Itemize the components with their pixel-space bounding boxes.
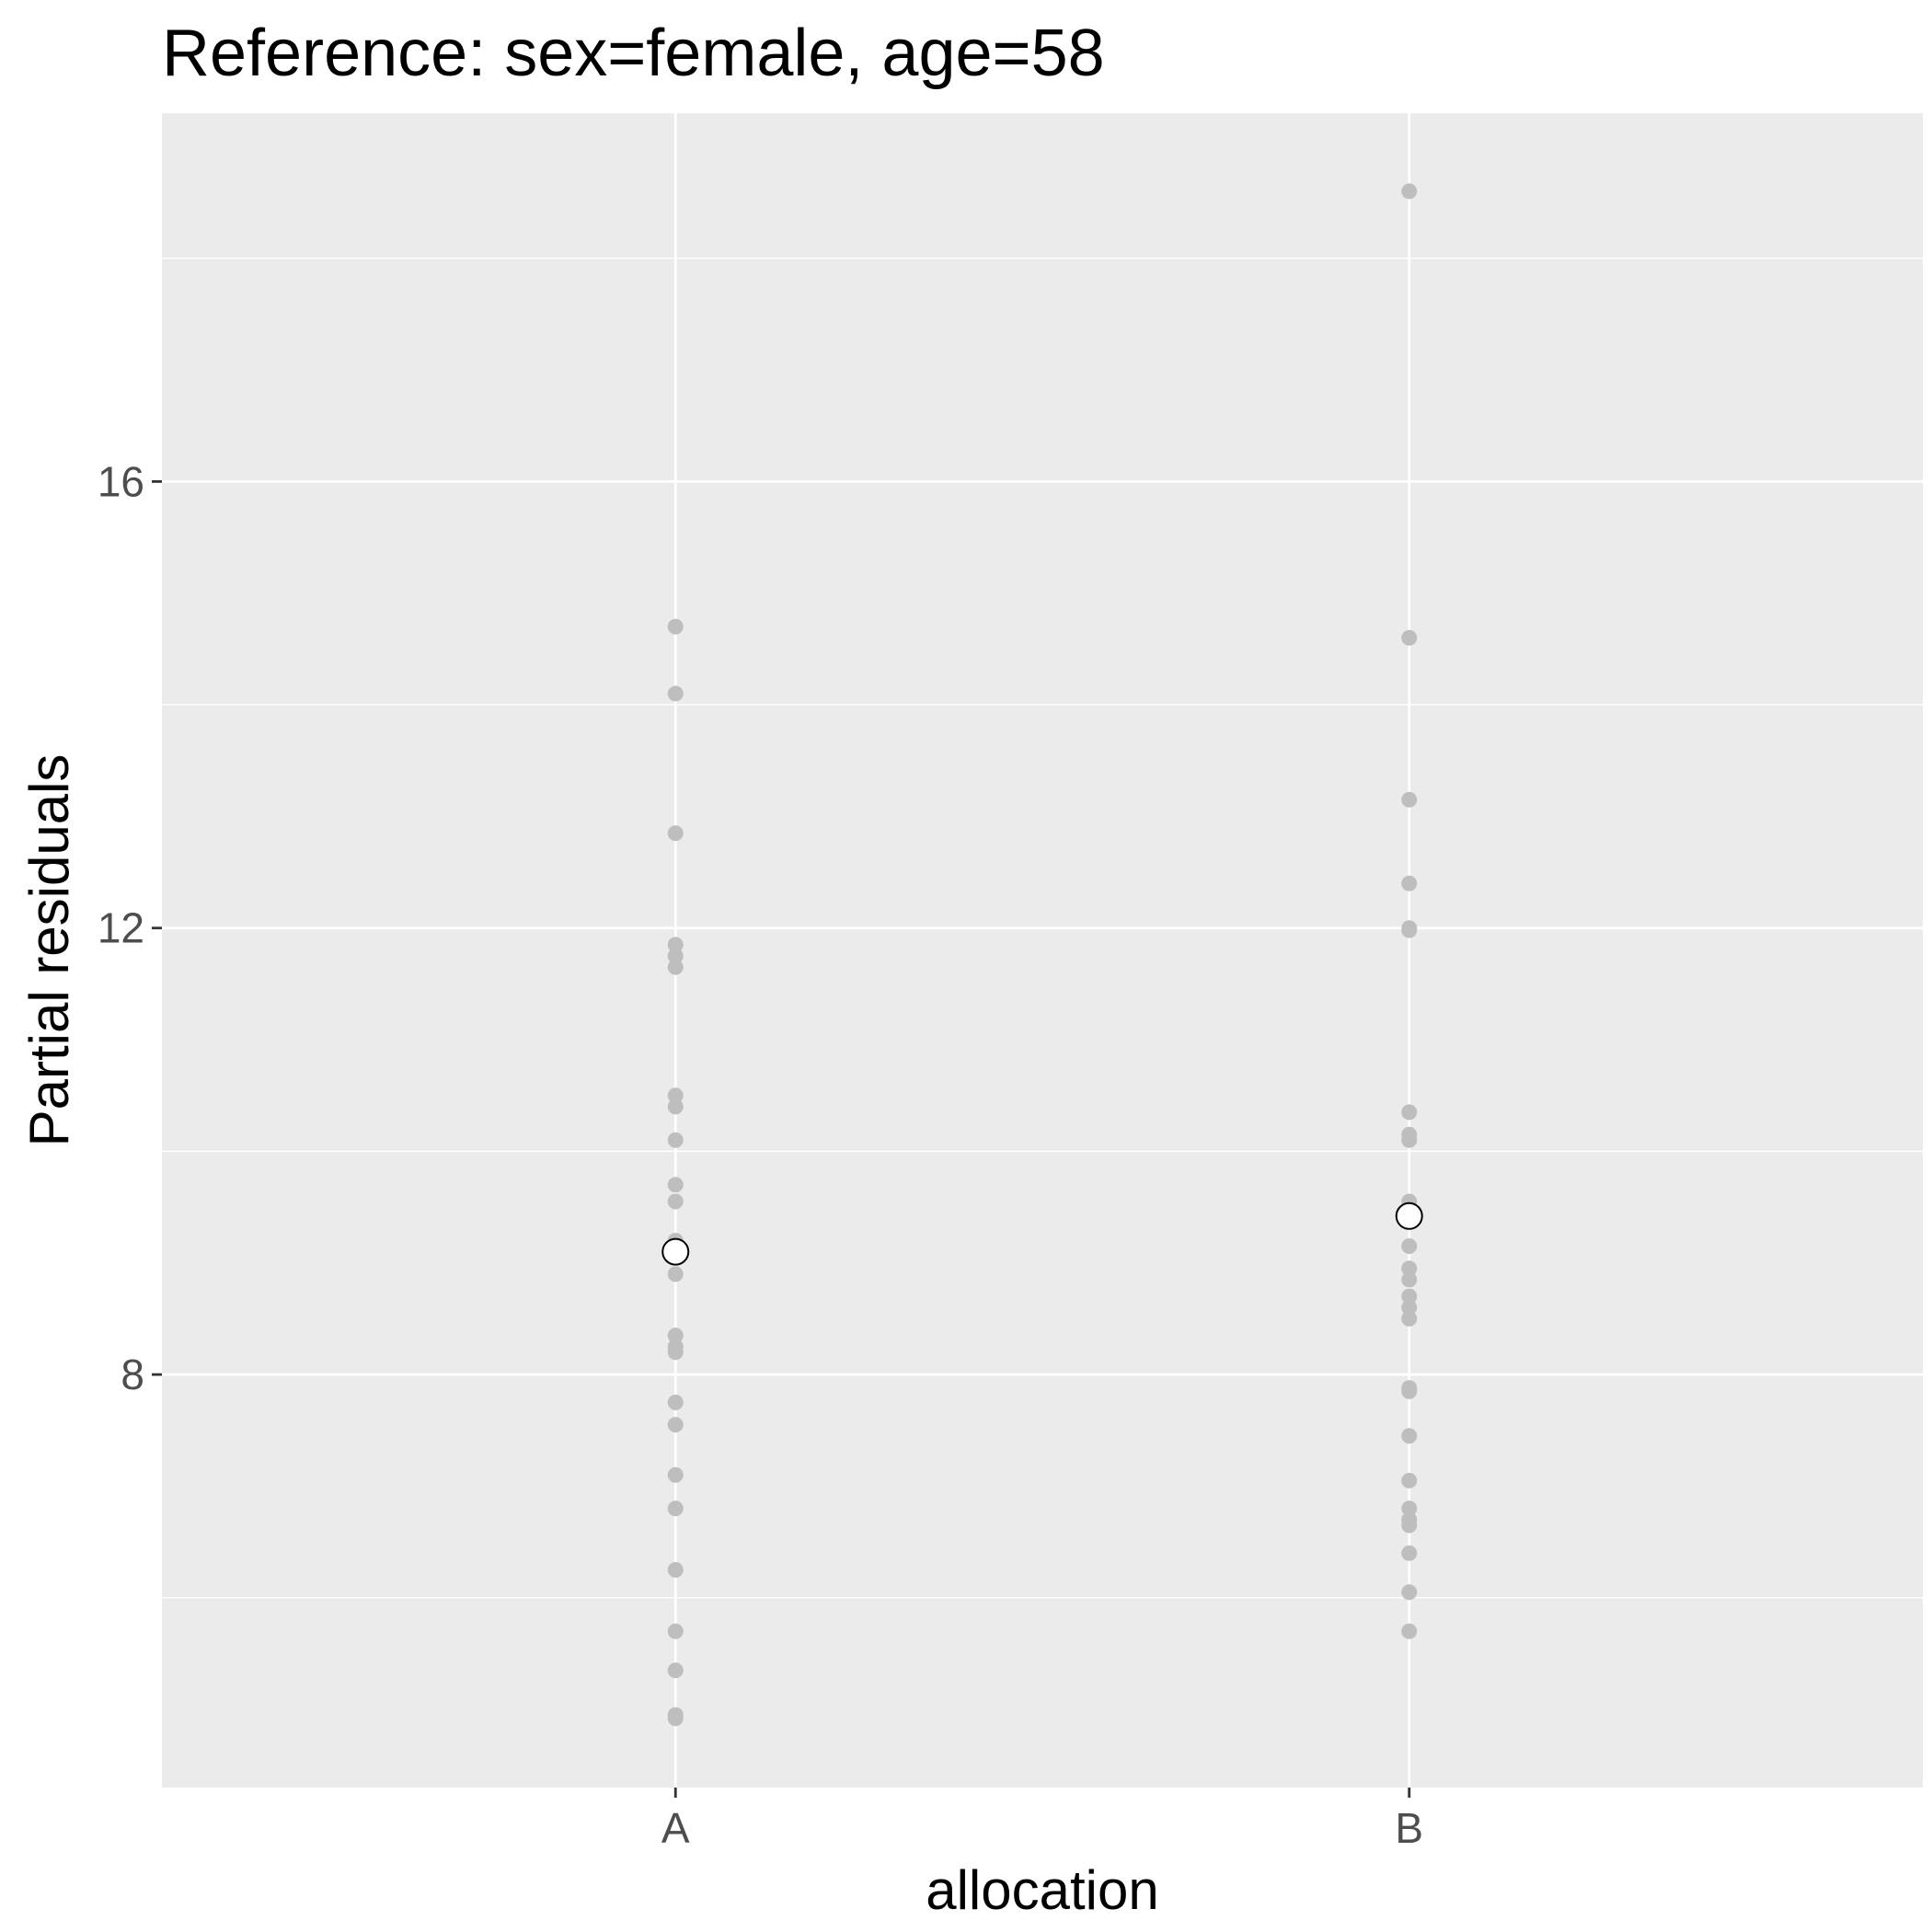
- residual-point-a: [667, 1266, 684, 1282]
- y-axis: 8 12 16: [98, 457, 162, 1398]
- residual-point-b: [1401, 1132, 1418, 1148]
- residual-point-a: [667, 937, 684, 953]
- residual-point-b: [1401, 875, 1418, 891]
- residual-point-a: [667, 1328, 684, 1344]
- residual-point-a: [667, 825, 684, 842]
- residual-point-b: [1401, 1260, 1418, 1277]
- residual-point-b: [1401, 791, 1418, 808]
- residual-point-a: [667, 1561, 684, 1578]
- residual-point-a: [667, 1710, 684, 1727]
- residual-point-b: [1401, 1545, 1418, 1561]
- residual-point-a: [667, 1344, 684, 1361]
- residual-point-b: [1401, 629, 1418, 646]
- minor-gridlines: [162, 258, 1923, 1599]
- residual-point-b: [1401, 1104, 1418, 1121]
- residual-point-b: [1401, 1310, 1418, 1327]
- estimate-point-b: [1395, 1202, 1423, 1230]
- residual-point-a: [667, 1662, 684, 1679]
- residual-point-a: [667, 1098, 684, 1115]
- residual-point-b: [1401, 1288, 1418, 1305]
- plot-panel: [162, 113, 1923, 1788]
- residual-point-b: [1401, 183, 1418, 200]
- residual-point-b: [1401, 1271, 1418, 1288]
- residual-point-b: [1401, 922, 1418, 938]
- residual-point-b: [1401, 1517, 1418, 1534]
- residual-point-a: [667, 948, 684, 964]
- residual-point-b: [1401, 1584, 1418, 1601]
- residual-point-b: [1401, 1428, 1418, 1444]
- residual-point-a: [667, 1087, 684, 1104]
- y-tick-label: 8: [121, 1351, 144, 1398]
- x-tick-label: B: [1395, 1804, 1423, 1852]
- residual-point-a: [667, 1466, 684, 1483]
- y-tick-label: 12: [98, 904, 144, 952]
- residual-point-b: [1401, 1623, 1418, 1639]
- residual-point-b: [1401, 1472, 1418, 1489]
- residual-point-a: [667, 1394, 684, 1410]
- x-tick-label: A: [661, 1804, 690, 1852]
- residual-point-a: [667, 618, 684, 635]
- residual-point-b: [1401, 1299, 1418, 1316]
- residual-point-a: [667, 685, 684, 702]
- residual-points: [667, 183, 1418, 1727]
- residual-point-b: [1401, 1238, 1418, 1255]
- residual-point-b: [1401, 1383, 1418, 1399]
- estimate-point-a: [661, 1237, 690, 1266]
- chart-title: Reference: sex=female, age=58: [162, 17, 1105, 90]
- residual-point-a: [667, 959, 684, 975]
- y-tick-label: 16: [98, 457, 144, 505]
- residual-point-a: [667, 1193, 684, 1210]
- residual-point-b: [1401, 1501, 1418, 1517]
- x-axis-title: allocation: [926, 1859, 1159, 1921]
- residual-point-a: [667, 1623, 684, 1639]
- residual-point-a: [667, 1132, 684, 1148]
- residual-point-a: [667, 1417, 684, 1433]
- residual-point-a: [667, 1501, 684, 1517]
- y-axis-title: Partial residuals: [18, 754, 80, 1147]
- estimate-points: [661, 1202, 1423, 1266]
- residual-point-a: [667, 1177, 684, 1193]
